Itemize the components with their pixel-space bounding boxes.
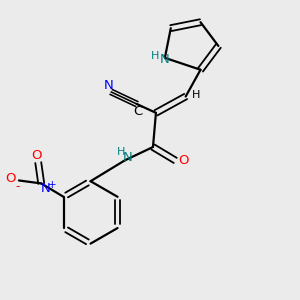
Text: N: N: [103, 79, 113, 92]
Text: H: H: [151, 51, 160, 62]
Text: N: N: [41, 182, 51, 195]
Text: -: -: [15, 181, 20, 194]
Text: N: N: [123, 151, 133, 164]
Text: O: O: [178, 154, 189, 167]
Text: H: H: [117, 147, 125, 157]
Text: O: O: [5, 172, 16, 185]
Text: O: O: [32, 149, 42, 162]
Text: N: N: [160, 53, 170, 66]
Text: H: H: [192, 90, 200, 100]
Text: +: +: [48, 180, 57, 190]
Text: C: C: [134, 105, 143, 118]
